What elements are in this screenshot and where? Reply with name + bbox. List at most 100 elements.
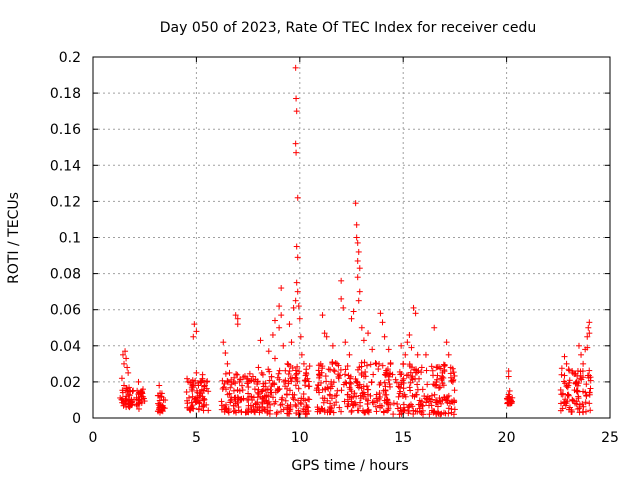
data-point [381, 371, 388, 378]
data-point [507, 396, 514, 403]
data-point [236, 387, 243, 394]
data-point [573, 401, 580, 408]
data-point [185, 378, 192, 385]
data-point [585, 324, 592, 331]
data-point [422, 351, 429, 358]
data-point [363, 395, 370, 402]
data-point [230, 387, 237, 394]
data-point [358, 324, 365, 331]
data-point [250, 403, 257, 410]
y-axis-label: ROTI / TECUs [6, 192, 22, 284]
data-point [358, 359, 365, 366]
data-point [284, 360, 291, 367]
data-point [367, 361, 374, 368]
data-point [239, 382, 246, 389]
data-point [203, 378, 210, 385]
data-point [414, 381, 421, 388]
y-tick-label: 0.12 [50, 194, 81, 210]
data-point [587, 385, 594, 392]
data-point [273, 410, 280, 417]
data-point [294, 363, 301, 370]
data-point [373, 408, 380, 415]
data-point [222, 350, 229, 357]
data-point [271, 380, 278, 387]
y-axis-ticks: 0 0.02 0.04 0.06 0.08 0.1 0.12 0.14 0.16 0.18 0.2 [50, 50, 610, 427]
data-point [448, 377, 455, 384]
data-point [257, 337, 264, 344]
data-point [344, 403, 351, 410]
data-point [563, 360, 570, 367]
data-point [430, 381, 437, 388]
data-point [396, 368, 403, 375]
data-point [284, 405, 291, 412]
data-point [351, 390, 358, 397]
data-point [419, 386, 426, 393]
data-point [382, 387, 389, 394]
data-point [246, 393, 253, 400]
data-point [231, 374, 238, 381]
data-point [190, 333, 197, 340]
data-point [338, 277, 345, 284]
data-point [255, 364, 262, 371]
data-point [270, 394, 277, 401]
data-point [197, 390, 204, 397]
data-point [584, 344, 591, 351]
data-point [335, 375, 342, 382]
data-point [443, 339, 450, 346]
data-point [189, 387, 196, 394]
data-point [195, 394, 202, 401]
y-tick-label: 0.2 [59, 50, 81, 66]
data-point [277, 402, 284, 409]
data-point [345, 372, 352, 379]
data-point [437, 398, 444, 405]
data-point [381, 379, 388, 386]
data-point [437, 411, 444, 418]
data-point [354, 382, 361, 389]
data-point [232, 312, 239, 319]
data-point [386, 383, 393, 390]
data-point [344, 363, 351, 370]
data-point [359, 390, 366, 397]
data-point [355, 297, 362, 304]
data-point [122, 348, 129, 355]
data-point [423, 367, 430, 374]
data-point [294, 288, 301, 295]
data-point [245, 405, 252, 412]
data-point [402, 393, 409, 400]
data-point [571, 387, 578, 394]
data-point [196, 400, 203, 407]
data-point [423, 399, 430, 406]
data-point [319, 312, 326, 319]
data-point [431, 391, 438, 398]
data-point [276, 324, 283, 331]
data-point [348, 408, 355, 415]
data-point [265, 348, 272, 355]
data-point [419, 403, 426, 410]
data-point [584, 333, 591, 340]
grid-lines [93, 57, 610, 418]
data-point [234, 321, 241, 328]
data-point [121, 382, 128, 389]
y-tick-label: 0.18 [50, 86, 81, 102]
data-point [156, 382, 163, 389]
data-point [450, 369, 457, 376]
data-point [198, 378, 205, 385]
data-point [275, 386, 282, 393]
data-point [274, 409, 281, 416]
data-point [286, 367, 293, 374]
data-point [295, 303, 302, 310]
data-point [187, 407, 194, 414]
x-tick-label: 10 [291, 430, 309, 446]
data-point [390, 400, 397, 407]
data-point [409, 376, 416, 383]
data-point [289, 374, 296, 381]
data-point [268, 389, 275, 396]
data-point [451, 387, 458, 394]
data-point [354, 274, 361, 281]
data-point [369, 346, 376, 353]
data-point [341, 398, 348, 405]
data-point [365, 330, 372, 337]
data-point [346, 351, 353, 358]
data-point [258, 369, 265, 376]
data-point [285, 371, 292, 378]
